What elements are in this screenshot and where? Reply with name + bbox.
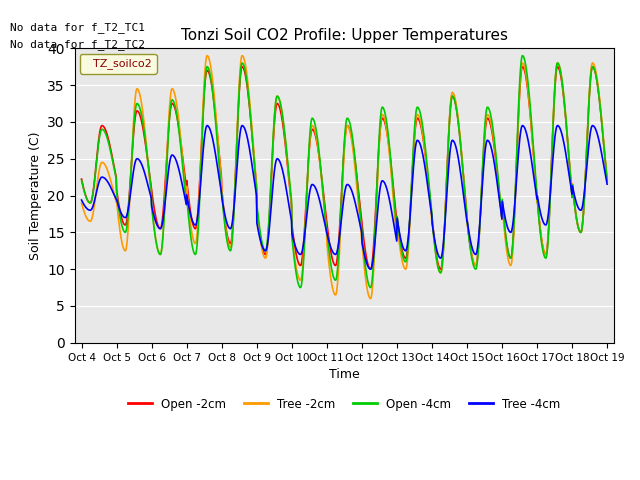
Open -2cm bbox=[426, 191, 433, 197]
Tree -4cm bbox=[367, 266, 374, 272]
Open -2cm bbox=[541, 251, 549, 257]
Open -4cm bbox=[77, 177, 85, 183]
Tree -4cm bbox=[253, 222, 261, 228]
Tree -4cm bbox=[182, 198, 189, 204]
Tree -2cm bbox=[495, 186, 503, 192]
Tree -4cm bbox=[589, 123, 596, 129]
Line: Open -2cm: Open -2cm bbox=[81, 67, 607, 269]
Tree -2cm bbox=[77, 200, 85, 206]
Line: Tree -2cm: Tree -2cm bbox=[81, 56, 607, 299]
Open -4cm bbox=[604, 179, 611, 184]
Line: Tree -4cm: Tree -4cm bbox=[81, 126, 607, 269]
X-axis label: Time: Time bbox=[329, 368, 360, 381]
Open -4cm bbox=[426, 192, 434, 197]
Tree -4cm bbox=[195, 207, 202, 213]
Tree -2cm bbox=[195, 212, 202, 217]
Open -2cm bbox=[589, 64, 596, 70]
Tree -2cm bbox=[426, 203, 434, 209]
Line: Open -4cm: Open -4cm bbox=[81, 56, 607, 288]
Open -4cm bbox=[541, 255, 549, 261]
Open -4cm bbox=[195, 223, 202, 228]
Tree -2cm bbox=[541, 252, 549, 257]
Tree -4cm bbox=[77, 197, 85, 203]
Open -4cm bbox=[518, 53, 526, 59]
Open -2cm bbox=[77, 176, 85, 182]
Tree -2cm bbox=[253, 214, 261, 219]
Open -2cm bbox=[182, 179, 189, 185]
Y-axis label: Soil Temperature (C): Soil Temperature (C) bbox=[29, 132, 42, 260]
Open -4cm bbox=[367, 285, 374, 290]
Open -4cm bbox=[253, 205, 261, 211]
Open -4cm bbox=[182, 194, 189, 200]
Tree -2cm bbox=[182, 190, 189, 195]
Open -4cm bbox=[495, 180, 502, 186]
Tree -4cm bbox=[426, 200, 434, 205]
Tree -2cm bbox=[604, 177, 611, 183]
Tree -4cm bbox=[495, 191, 502, 197]
Tree -2cm bbox=[204, 53, 211, 59]
Legend: Open -2cm, Tree -2cm, Open -4cm, Tree -4cm: Open -2cm, Tree -2cm, Open -4cm, Tree -4… bbox=[124, 393, 565, 415]
Open -2cm bbox=[195, 202, 202, 207]
Text: No data for f_T2_TC2: No data for f_T2_TC2 bbox=[10, 39, 145, 50]
Text: No data for f_T2_TC1: No data for f_T2_TC1 bbox=[10, 22, 145, 33]
Tree -4cm bbox=[604, 181, 611, 187]
Open -2cm bbox=[436, 266, 444, 272]
Open -2cm bbox=[604, 179, 611, 184]
Open -2cm bbox=[495, 185, 502, 191]
Open -2cm bbox=[253, 209, 261, 215]
Title: Tonzi Soil CO2 Profile: Upper Temperatures: Tonzi Soil CO2 Profile: Upper Temperatur… bbox=[181, 28, 508, 43]
Tree -2cm bbox=[367, 296, 374, 301]
Tree -4cm bbox=[541, 222, 549, 228]
